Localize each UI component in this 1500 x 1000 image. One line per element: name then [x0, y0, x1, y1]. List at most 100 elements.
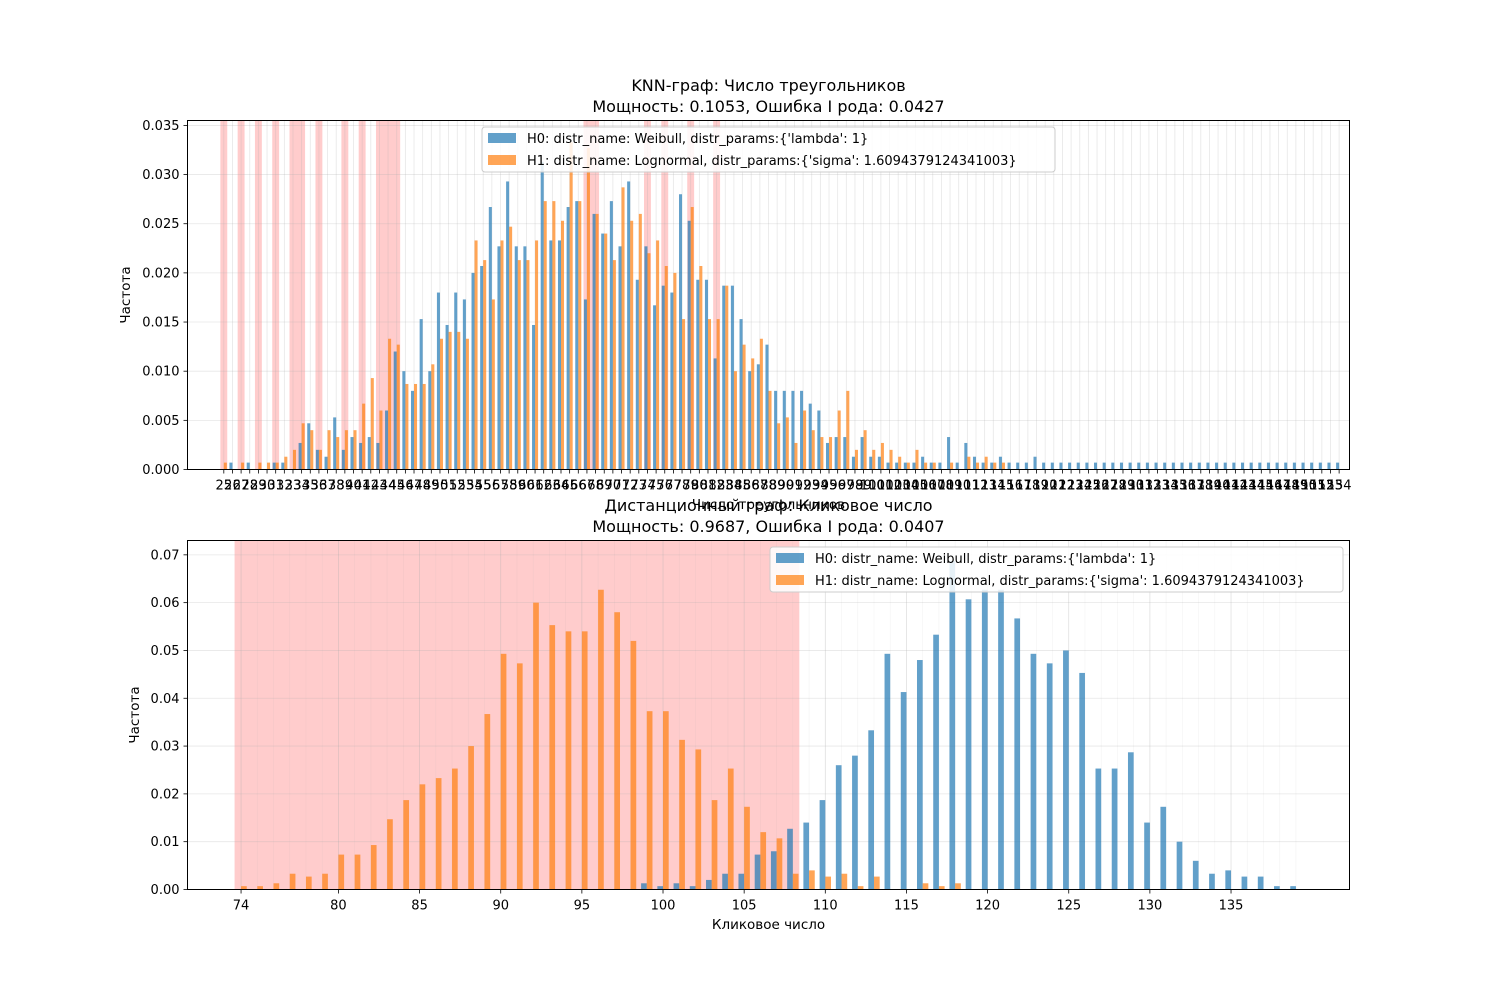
x-tick-label: 90	[778, 479, 795, 494]
x-tick-label: 100	[860, 479, 885, 494]
y-tick-label: 0.07	[151, 548, 180, 563]
bar-h0	[229, 462, 233, 470]
bar-h0	[903, 462, 907, 470]
bar-h1	[419, 784, 426, 890]
bar-h0	[1024, 462, 1028, 470]
bar-h0	[756, 364, 760, 470]
bar-h1	[516, 663, 523, 890]
bar-h1	[465, 338, 469, 470]
legend-swatch-h1	[776, 575, 804, 585]
bar-h1	[811, 430, 815, 470]
x-tick-label: 110	[946, 479, 971, 494]
x-tick-label: 122	[1050, 479, 1075, 494]
bar-h0	[1068, 462, 1072, 470]
bar-h1	[318, 449, 322, 470]
x-tick-label: 98	[847, 479, 864, 494]
bar-h0	[315, 449, 319, 470]
bar-h0	[1275, 462, 1279, 470]
x-tick-label: 138	[1188, 479, 1213, 494]
x-tick-label: 93	[803, 479, 820, 494]
x-tick-label: 97	[838, 479, 855, 494]
bar-h1	[647, 253, 651, 470]
x-tick-label: 126	[1085, 479, 1110, 494]
bar-h1	[711, 800, 718, 890]
bar-h1	[829, 437, 833, 470]
x-tick-label: 125	[1076, 479, 1101, 494]
bar-h1	[569, 142, 573, 470]
bar-h1	[581, 631, 588, 890]
critical-region	[254, 120, 262, 470]
bar-h1	[699, 265, 703, 470]
legend: H0: distr_name: Weibull, distr_params:{'…	[769, 546, 1344, 593]
bar-h0	[1144, 822, 1150, 890]
bar-h0	[506, 181, 510, 470]
y-tick-label: 0.015	[142, 316, 179, 331]
bar-h1	[663, 711, 669, 890]
x-tick-label: 70	[605, 479, 622, 494]
x-tick-label: 116	[998, 479, 1023, 494]
x-tick-label: 130	[1137, 899, 1162, 914]
bar-h1	[598, 589, 604, 890]
bar-h1	[1001, 462, 1005, 470]
bar-h0	[1189, 462, 1193, 470]
bar-h1	[984, 456, 988, 470]
x-tick-label: 147	[1266, 479, 1291, 494]
bar-h1	[695, 749, 702, 890]
bar-h0	[402, 371, 406, 470]
y-tick-label: 0.02	[151, 787, 180, 802]
x-tick-label: 52	[449, 479, 466, 494]
bar-h0	[480, 265, 484, 470]
bar-h1	[552, 201, 556, 470]
bar-h1	[690, 207, 694, 470]
bar-h1	[744, 806, 750, 890]
x-tick-label: 146	[1258, 479, 1283, 494]
x-tick-label: 88	[760, 479, 777, 494]
bar-h1	[993, 462, 997, 470]
bar-h1	[468, 746, 474, 890]
x-tick-label: 105	[903, 479, 928, 494]
critical-region	[341, 120, 349, 470]
legend-label-h1: H1: distr_name: Lognormal, distr_params:…	[527, 154, 1017, 169]
bar-h1	[727, 768, 734, 890]
y-tick-label: 0.025	[142, 217, 179, 232]
bar-h0	[549, 240, 553, 470]
bar-h0	[1327, 462, 1331, 470]
x-tick-label: 34	[293, 479, 310, 494]
x-tick-label: 124	[1067, 479, 1092, 494]
x-tick-label: 148	[1275, 479, 1300, 494]
bar-h0	[1171, 462, 1175, 470]
x-tick-label: 96	[829, 479, 846, 494]
x-tick-label: 120	[1033, 479, 1058, 494]
critical-region	[358, 120, 366, 470]
bar-h0	[1111, 462, 1115, 470]
bar-h1	[362, 403, 366, 470]
x-tick-label: 82	[708, 479, 725, 494]
x-tick-label: 106	[912, 479, 937, 494]
bar-h0	[592, 213, 596, 470]
bar-h1	[630, 640, 637, 890]
x-tick-label: 63	[544, 479, 561, 494]
bar-h0	[1163, 462, 1167, 470]
bar-h1	[405, 383, 409, 470]
bar-h0	[998, 456, 1002, 470]
bar-h1	[820, 437, 824, 470]
y-tick-label: 0.01	[151, 835, 180, 850]
bar-h1	[452, 768, 458, 890]
x-tick-label: 150	[1292, 479, 1317, 494]
x-tick-label: 132	[1137, 479, 1162, 494]
bar-h0	[436, 292, 440, 470]
bar-h1	[396, 344, 400, 470]
bar-h0	[895, 462, 899, 470]
x-tick-label: 91	[786, 479, 803, 494]
x-tick-label: 47	[406, 479, 423, 494]
x-tick-label: 131	[1128, 479, 1153, 494]
x-tick-label: 28	[241, 479, 258, 494]
bar-h1	[338, 854, 345, 890]
bar-h0	[687, 220, 691, 470]
x-tick-label: 108	[929, 479, 954, 494]
bar-h0	[523, 246, 527, 470]
bar-h0	[921, 456, 925, 470]
bar-h0	[713, 358, 717, 470]
bar-h1	[751, 358, 755, 470]
bar-h0	[938, 462, 942, 470]
